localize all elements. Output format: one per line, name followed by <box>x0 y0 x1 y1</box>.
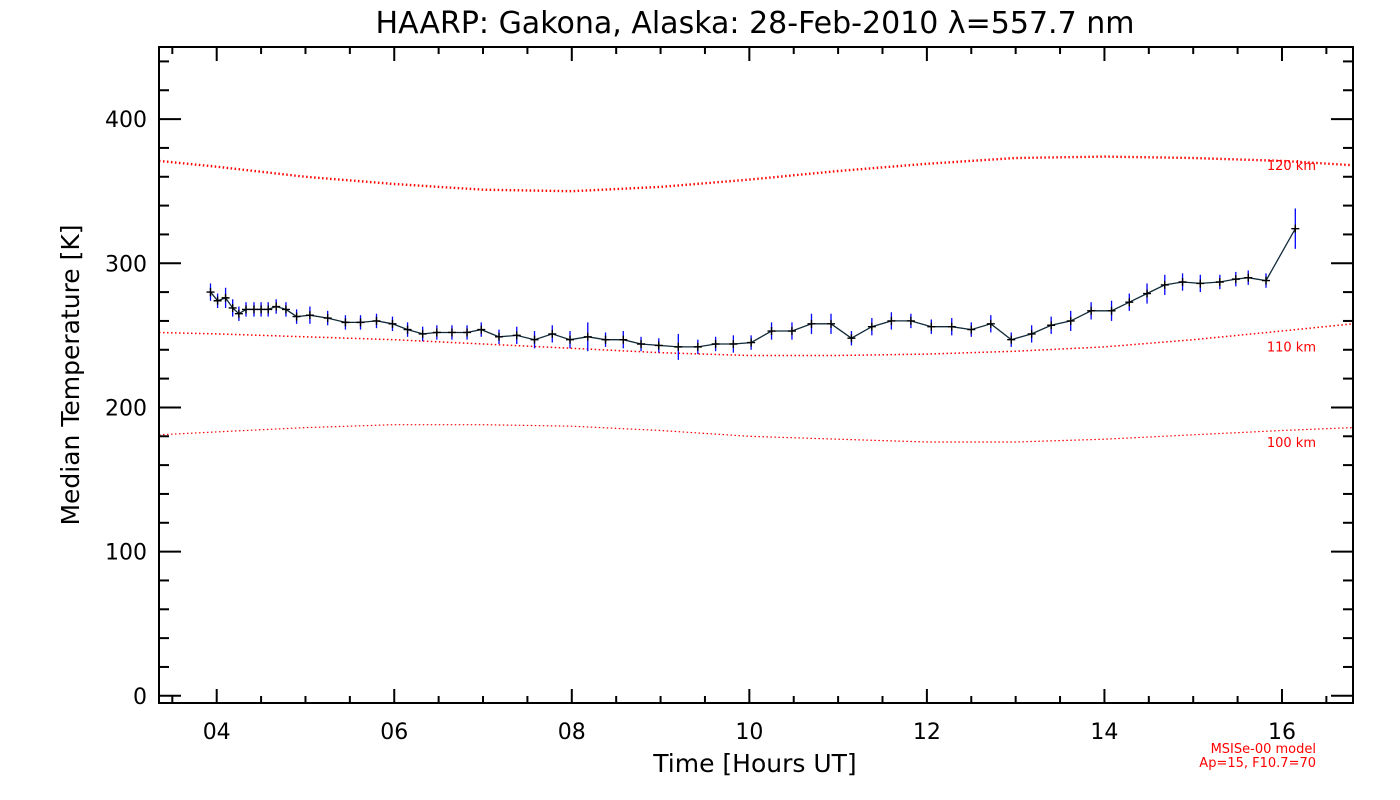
data-point <box>221 293 230 302</box>
data-point <box>477 325 486 334</box>
data-point <box>241 305 250 314</box>
data-point <box>583 332 592 341</box>
data-point <box>827 319 836 328</box>
data-point <box>986 319 995 328</box>
data-point <box>1143 289 1152 298</box>
data-point <box>906 316 915 325</box>
model-curve-label: 100 km <box>1267 436 1316 451</box>
model-curve-label: 110 km <box>1267 341 1316 356</box>
model-curve-100-km <box>158 424 1354 443</box>
data-point <box>463 328 472 337</box>
chart-title: HAARP: Gakona, Alaska: 28-Feb-2010 λ=557… <box>376 6 1135 41</box>
data-point <box>512 331 521 340</box>
data-point <box>693 342 702 351</box>
model-curve-110-km <box>158 323 1354 357</box>
data-point <box>403 325 412 334</box>
data-point <box>711 340 720 349</box>
data-point <box>1027 329 1036 338</box>
data-point <box>1244 273 1253 282</box>
data-point <box>767 327 776 336</box>
x-tick-label: 10 <box>735 720 763 745</box>
model-note-line-1: MSISe-00 model <box>1211 742 1316 757</box>
data-point <box>1291 224 1300 233</box>
data-point <box>432 328 441 337</box>
x-tick-label: 16 <box>1268 720 1296 745</box>
data-point <box>601 335 610 344</box>
data-point <box>447 328 456 337</box>
data-point <box>305 311 314 320</box>
data-point <box>323 314 332 323</box>
data-point <box>637 340 646 349</box>
data-point <box>927 322 936 331</box>
data-point <box>281 305 290 314</box>
y-tick-label: 0 <box>133 685 147 710</box>
data-point <box>967 325 976 334</box>
y-tick-label: 100 <box>105 541 147 566</box>
data-point <box>1196 279 1205 288</box>
model-curves: 120 km 110 km 100 km <box>158 155 1354 451</box>
y-tick-label: 300 <box>105 252 147 277</box>
data-point <box>356 318 365 327</box>
data-point <box>1178 278 1187 287</box>
model-note-line-2: Ap=15, F10.7=70 <box>1199 756 1316 771</box>
y-axis-label: Median Temperature [K] <box>56 224 85 525</box>
data-point <box>341 318 350 327</box>
data-point <box>1160 280 1169 289</box>
model-curve-120-km <box>158 155 1354 193</box>
data-point <box>887 316 896 325</box>
data-series <box>206 208 1300 360</box>
x-tick-label: 08 <box>558 720 586 745</box>
data-point <box>264 305 273 314</box>
x-tick-label: 04 <box>203 720 231 745</box>
data-point <box>619 335 628 344</box>
data-point <box>206 288 215 297</box>
data-point <box>787 327 796 336</box>
data-point <box>807 319 816 328</box>
data-point <box>213 296 222 305</box>
data-point <box>847 334 856 343</box>
data-point <box>1047 321 1056 330</box>
data-point <box>1262 276 1270 285</box>
data-point <box>566 335 575 344</box>
data-point <box>530 335 539 344</box>
data-point <box>548 329 557 338</box>
data-point <box>1107 306 1116 315</box>
data-point <box>1066 316 1075 325</box>
data-point <box>257 305 266 314</box>
data-point <box>1231 275 1240 284</box>
x-tick-label: 14 <box>1090 720 1118 745</box>
data-point <box>272 302 281 311</box>
model-curve-label: 120 km <box>1267 159 1316 174</box>
data-point <box>947 322 956 331</box>
y-tick-label: 400 <box>105 108 147 133</box>
data-point <box>418 329 427 338</box>
x-tick-label: 12 <box>913 720 941 745</box>
data-point <box>729 340 738 349</box>
data-point <box>388 319 397 328</box>
data-point <box>654 341 663 350</box>
data-point <box>1087 306 1096 315</box>
axis-ticks: 04 06 08 10 12 14 16 0 100 200 300 400 <box>105 47 1353 745</box>
temperature-line <box>209 228 1296 348</box>
y-tick-label: 200 <box>105 396 147 421</box>
data-point <box>747 338 756 347</box>
x-tick-label: 06 <box>380 720 408 745</box>
data-point <box>1215 278 1224 287</box>
data-point <box>674 342 683 351</box>
data-point <box>228 303 237 312</box>
data-point <box>249 305 258 314</box>
plot-frame <box>158 46 1354 704</box>
data-point <box>372 316 381 325</box>
data-point <box>234 309 243 318</box>
data-point <box>1125 298 1134 307</box>
data-point <box>292 312 301 321</box>
data-point <box>1007 335 1016 344</box>
x-axis-label: Time [Hours UT] <box>652 749 856 778</box>
data-point <box>495 332 504 341</box>
data-point <box>867 322 876 331</box>
